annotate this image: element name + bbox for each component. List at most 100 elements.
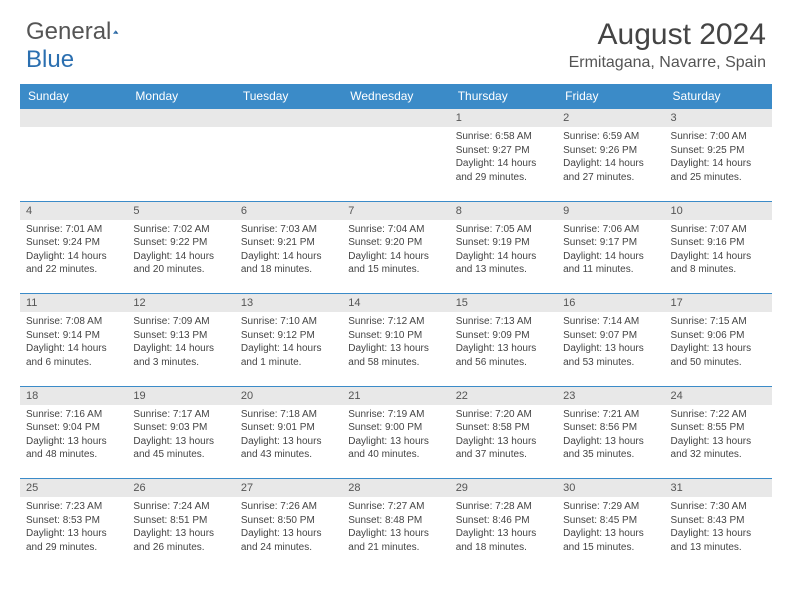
day-content: Sunrise: 7:12 AMSunset: 9:10 PMDaylight:… <box>342 312 449 386</box>
logo-triangle-icon <box>113 21 118 43</box>
day-number-row: 11121314151617 <box>20 294 772 313</box>
sunset-text: Sunset: 9:27 PM <box>456 144 551 158</box>
sunrise-text: Sunrise: 7:27 AM <box>348 500 443 514</box>
day-content: Sunrise: 7:16 AMSunset: 9:04 PMDaylight:… <box>20 405 127 479</box>
empty-cell <box>342 109 449 128</box>
daylight-text: Daylight: 14 hours and 13 minutes. <box>456 250 551 277</box>
weekday-tuesday: Tuesday <box>235 84 342 109</box>
day-cell: Sunrise: 7:19 AMSunset: 9:00 PMDaylight:… <box>342 405 449 468</box>
sunrise-text: Sunrise: 7:01 AM <box>26 223 121 237</box>
sunrise-text: Sunrise: 7:29 AM <box>563 500 658 514</box>
day-number: 26 <box>127 479 234 498</box>
brand-text-2: Blue <box>26 46 74 74</box>
daylight-text: Daylight: 13 hours and 15 minutes. <box>563 527 658 554</box>
day-number: 12 <box>127 294 234 313</box>
sunset-text: Sunset: 8:43 PM <box>671 514 766 528</box>
day-number: 28 <box>342 479 449 498</box>
day-number: 9 <box>557 201 664 220</box>
sunset-text: Sunset: 9:00 PM <box>348 421 443 435</box>
daylight-text: Daylight: 13 hours and 21 minutes. <box>348 527 443 554</box>
daylight-text: Daylight: 14 hours and 22 minutes. <box>26 250 121 277</box>
day-cell: Sunrise: 7:23 AMSunset: 8:53 PMDaylight:… <box>20 497 127 560</box>
day-cell: Sunrise: 7:18 AMSunset: 9:01 PMDaylight:… <box>235 405 342 468</box>
sunset-text: Sunset: 9:26 PM <box>563 144 658 158</box>
day-content: Sunrise: 7:07 AMSunset: 9:16 PMDaylight:… <box>665 220 772 294</box>
sunset-text: Sunset: 9:10 PM <box>348 329 443 343</box>
day-cell: Sunrise: 6:59 AMSunset: 9:26 PMDaylight:… <box>557 127 664 190</box>
day-cell: Sunrise: 7:15 AMSunset: 9:06 PMDaylight:… <box>665 312 772 375</box>
weekday-header-row: SundayMondayTuesdayWednesdayThursdayFrid… <box>20 84 772 109</box>
day-number: 19 <box>127 386 234 405</box>
sunrise-text: Sunrise: 7:10 AM <box>241 315 336 329</box>
sunrise-text: Sunrise: 7:19 AM <box>348 408 443 422</box>
sunset-text: Sunset: 9:07 PM <box>563 329 658 343</box>
sunrise-text: Sunrise: 7:15 AM <box>671 315 766 329</box>
calendar-table: SundayMondayTuesdayWednesdayThursdayFrid… <box>20 84 772 571</box>
day-cell: Sunrise: 7:08 AMSunset: 9:14 PMDaylight:… <box>20 312 127 375</box>
title-month: August 2024 <box>569 18 766 52</box>
sunrise-text: Sunrise: 7:24 AM <box>133 500 228 514</box>
sunrise-text: Sunrise: 7:06 AM <box>563 223 658 237</box>
sunset-text: Sunset: 9:24 PM <box>26 236 121 250</box>
empty-cell <box>127 127 234 201</box>
daylight-text: Daylight: 13 hours and 29 minutes. <box>26 527 121 554</box>
empty-cell <box>20 127 127 201</box>
sunset-text: Sunset: 8:46 PM <box>456 514 551 528</box>
day-cell: Sunrise: 7:22 AMSunset: 8:55 PMDaylight:… <box>665 405 772 468</box>
day-cell: Sunrise: 7:07 AMSunset: 9:16 PMDaylight:… <box>665 220 772 283</box>
day-content: Sunrise: 7:06 AMSunset: 9:17 PMDaylight:… <box>557 220 664 294</box>
day-cell: Sunrise: 7:27 AMSunset: 8:48 PMDaylight:… <box>342 497 449 560</box>
sunrise-text: Sunrise: 7:30 AM <box>671 500 766 514</box>
sunset-text: Sunset: 9:21 PM <box>241 236 336 250</box>
day-cell: Sunrise: 7:13 AMSunset: 9:09 PMDaylight:… <box>450 312 557 375</box>
day-content: Sunrise: 6:58 AMSunset: 9:27 PMDaylight:… <box>450 127 557 201</box>
sunset-text: Sunset: 9:25 PM <box>671 144 766 158</box>
day-number: 30 <box>557 479 664 498</box>
day-number-row: 25262728293031 <box>20 479 772 498</box>
day-cell: Sunrise: 7:16 AMSunset: 9:04 PMDaylight:… <box>20 405 127 468</box>
day-number: 8 <box>450 201 557 220</box>
day-content: Sunrise: 7:00 AMSunset: 9:25 PMDaylight:… <box>665 127 772 201</box>
daylight-text: Daylight: 13 hours and 32 minutes. <box>671 435 766 462</box>
weekday-wednesday: Wednesday <box>342 84 449 109</box>
day-content: Sunrise: 7:13 AMSunset: 9:09 PMDaylight:… <box>450 312 557 386</box>
daylight-text: Daylight: 13 hours and 37 minutes. <box>456 435 551 462</box>
sunrise-text: Sunrise: 7:28 AM <box>456 500 551 514</box>
day-content-row: Sunrise: 6:58 AMSunset: 9:27 PMDaylight:… <box>20 127 772 201</box>
day-content: Sunrise: 7:02 AMSunset: 9:22 PMDaylight:… <box>127 220 234 294</box>
day-content: Sunrise: 7:20 AMSunset: 8:58 PMDaylight:… <box>450 405 557 479</box>
sunrise-text: Sunrise: 7:02 AM <box>133 223 228 237</box>
day-cell: Sunrise: 7:06 AMSunset: 9:17 PMDaylight:… <box>557 220 664 283</box>
day-content: Sunrise: 7:19 AMSunset: 9:00 PMDaylight:… <box>342 405 449 479</box>
day-cell: Sunrise: 7:14 AMSunset: 9:07 PMDaylight:… <box>557 312 664 375</box>
sunset-text: Sunset: 8:56 PM <box>563 421 658 435</box>
sunset-text: Sunset: 8:51 PM <box>133 514 228 528</box>
day-content: Sunrise: 7:09 AMSunset: 9:13 PMDaylight:… <box>127 312 234 386</box>
sunset-text: Sunset: 9:20 PM <box>348 236 443 250</box>
day-number: 4 <box>20 201 127 220</box>
sunset-text: Sunset: 9:14 PM <box>26 329 121 343</box>
daylight-text: Daylight: 14 hours and 6 minutes. <box>26 342 121 369</box>
sunset-text: Sunset: 9:22 PM <box>133 236 228 250</box>
day-content: Sunrise: 7:05 AMSunset: 9:19 PMDaylight:… <box>450 220 557 294</box>
weekday-thursday: Thursday <box>450 84 557 109</box>
sunrise-text: Sunrise: 6:59 AM <box>563 130 658 144</box>
sunset-text: Sunset: 9:17 PM <box>563 236 658 250</box>
day-cell: Sunrise: 7:24 AMSunset: 8:51 PMDaylight:… <box>127 497 234 560</box>
day-content: Sunrise: 7:04 AMSunset: 9:20 PMDaylight:… <box>342 220 449 294</box>
sunrise-text: Sunrise: 7:17 AM <box>133 408 228 422</box>
day-number-row: 123 <box>20 109 772 128</box>
daylight-text: Daylight: 13 hours and 48 minutes. <box>26 435 121 462</box>
sunrise-text: Sunrise: 7:04 AM <box>348 223 443 237</box>
daylight-text: Daylight: 14 hours and 11 minutes. <box>563 250 658 277</box>
day-content: Sunrise: 7:21 AMSunset: 8:56 PMDaylight:… <box>557 405 664 479</box>
daylight-text: Daylight: 14 hours and 25 minutes. <box>671 157 766 184</box>
day-content: Sunrise: 7:29 AMSunset: 8:45 PMDaylight:… <box>557 497 664 571</box>
sunset-text: Sunset: 9:04 PM <box>26 421 121 435</box>
sunrise-text: Sunrise: 7:20 AM <box>456 408 551 422</box>
day-cell: Sunrise: 7:20 AMSunset: 8:58 PMDaylight:… <box>450 405 557 468</box>
day-number: 6 <box>235 201 342 220</box>
day-number: 3 <box>665 109 772 128</box>
daylight-text: Daylight: 14 hours and 3 minutes. <box>133 342 228 369</box>
sunset-text: Sunset: 9:13 PM <box>133 329 228 343</box>
